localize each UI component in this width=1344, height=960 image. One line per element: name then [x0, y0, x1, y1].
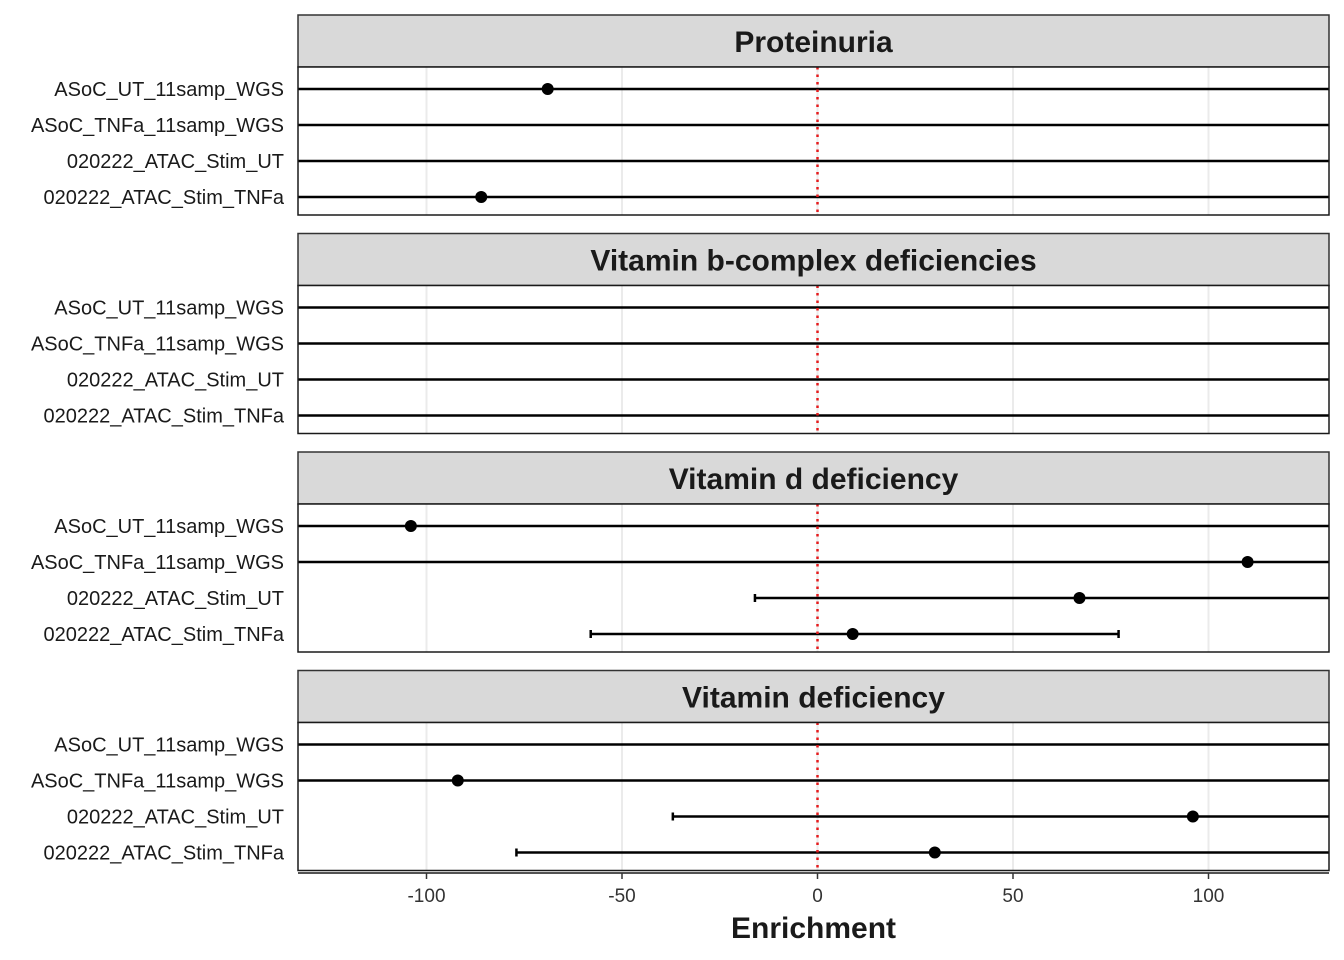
point-estimate	[1186, 810, 1199, 823]
row-label: 020222_ATAC_Stim_TNFa	[44, 843, 285, 865]
point-estimate	[928, 846, 941, 859]
facet-strip	[297, 232, 1330, 287]
point-estimate	[451, 774, 464, 787]
row-label: ASoC_TNFa_11samp_WGS	[31, 771, 284, 793]
row-label: ASoC_TNFa_11samp_WGS	[31, 115, 284, 137]
row-label: ASoC_UT_11samp_WGS	[54, 516, 284, 538]
panel-border	[297, 284, 1330, 435]
row-label: ASoC_UT_11samp_WGS	[54, 298, 284, 320]
x-tick-label: -50	[608, 886, 635, 907]
row-label: 020222_ATAC_Stim_UT	[67, 151, 284, 173]
row-label: ASoC_TNFa_11samp_WGS	[31, 334, 284, 356]
panel-background	[298, 504, 1329, 652]
point-estimate	[846, 628, 859, 640]
row-label: ASoC_UT_11samp_WGS	[54, 79, 284, 101]
facet-title: Vitamin d deficiency	[669, 463, 959, 496]
row-label: 020222_ATAC_Stim_TNFa	[44, 406, 285, 428]
row-label: ASoC_UT_11samp_WGS	[54, 735, 284, 757]
panel-border	[297, 503, 1330, 653]
panel-border	[297, 721, 1330, 872]
x-tick-label: 100	[1193, 886, 1225, 907]
row-label: 020222_ATAC_Stim_UT	[67, 370, 284, 392]
point-estimate	[475, 191, 488, 203]
x-axis-title: Enrichment	[731, 912, 896, 945]
row-label: 020222_ATAC_Stim_UT	[67, 807, 284, 829]
point-estimate	[404, 520, 417, 532]
facet-strip	[297, 451, 1330, 505]
facet-strip	[297, 669, 1330, 724]
facet-strip	[297, 14, 1330, 68]
row-label: 020222_ATAC_Stim_TNFa	[44, 624, 285, 646]
x-tick-label: 0	[812, 886, 823, 907]
x-tick-label: 50	[1002, 886, 1023, 907]
panel-background	[298, 285, 1329, 434]
panel-background	[298, 67, 1329, 215]
row-label: 020222_ATAC_Stim_TNFa	[44, 187, 285, 209]
point-estimate	[1241, 556, 1254, 568]
point-estimate	[541, 83, 554, 95]
facet-title: Vitamin b-complex deficiencies	[590, 245, 1036, 278]
row-label: ASoC_TNFa_11samp_WGS	[31, 552, 284, 574]
panel-background	[298, 722, 1329, 871]
point-estimate	[1073, 592, 1086, 604]
row-label: 020222_ATAC_Stim_UT	[67, 588, 284, 610]
facet-title: Vitamin deficiency	[682, 682, 945, 715]
x-tick-label: -100	[407, 886, 445, 907]
panel-border	[297, 66, 1330, 216]
facet-title: Proteinuria	[734, 26, 893, 59]
